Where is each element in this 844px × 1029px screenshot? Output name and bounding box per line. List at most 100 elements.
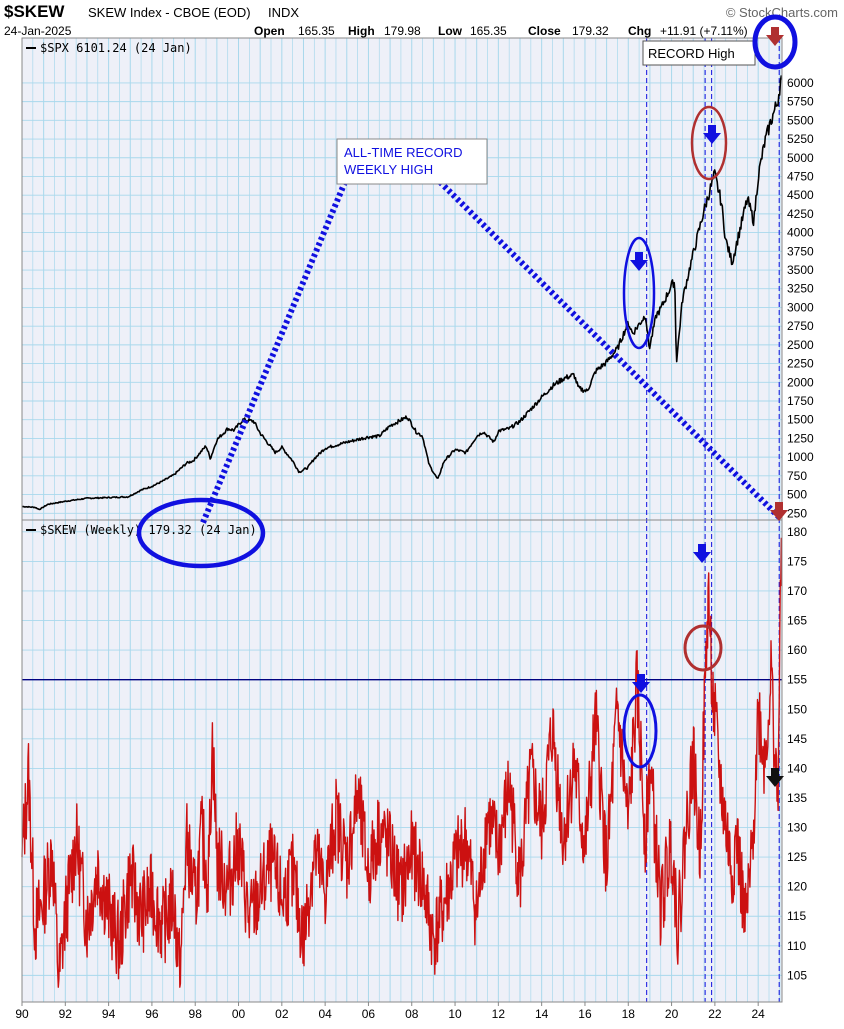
- spx-y-tick-label: 5250: [787, 132, 814, 146]
- skew-y-tick-label: 135: [787, 791, 807, 805]
- spx-y-tick-label: 4750: [787, 169, 814, 183]
- annotation-ellipses: [136, 14, 798, 769]
- skew-y-tick-label: 150: [787, 702, 807, 716]
- annotation-guides: [199, 179, 783, 527]
- x-tick-label: 00: [232, 1007, 246, 1021]
- skew-panel-border: [21, 519, 783, 1003]
- x-tick-label: 90: [15, 1007, 29, 1021]
- spx-y-tick-label: 3000: [787, 300, 814, 314]
- spx-record-ellipse: [752, 14, 798, 70]
- open-value: 165.35: [298, 24, 335, 38]
- close-value: 179.32: [572, 24, 609, 38]
- x-tick-label: 02: [275, 1007, 289, 1021]
- skew-y-tick-label: 115: [787, 909, 806, 923]
- skew-panel-bg: [22, 520, 782, 1002]
- x-tick-label: 14: [535, 1007, 549, 1021]
- skew-2018-ellipse: [622, 693, 658, 769]
- arrow-down-icon: [703, 125, 721, 144]
- arrow-down-icon: [766, 768, 784, 787]
- skew-2021-ellipse: [683, 624, 723, 672]
- skew-line: [21, 537, 783, 988]
- arrow-down-icon: [630, 252, 648, 271]
- spx-y-tick-label: 1750: [787, 394, 814, 408]
- spx-y-tick-label: 2500: [787, 338, 814, 352]
- alltime-record-line1: ALL-TIME RECORD: [344, 145, 462, 160]
- skew-y-tick-label: 180: [787, 525, 807, 539]
- open-label: Open: [254, 24, 285, 38]
- skew-y-tick-label: 175: [787, 554, 807, 568]
- alltime-record-line2: WEEKLY HIGH: [344, 162, 433, 177]
- skew-legend: $SKEW (Weekly) 179.32 (24 Jan): [26, 523, 257, 537]
- x-tick-label: 94: [102, 1007, 116, 1021]
- spx-line: [21, 75, 783, 511]
- spx-y-tick-label: 1000: [787, 450, 814, 464]
- x-tick-label: 04: [318, 1007, 332, 1021]
- skew-legend-label: $SKEW (Weekly) 179.32 (24 Jan): [40, 523, 257, 537]
- spx-y-tick-label: 5750: [787, 95, 814, 109]
- skew-y-tick-label: 110: [787, 939, 806, 953]
- skew-y-tick-label: 130: [787, 821, 807, 835]
- spx-y-tick-label: 250: [787, 506, 807, 520]
- arrow-down-icon: [766, 27, 784, 46]
- watermark: © StockCharts.com: [726, 5, 838, 20]
- x-tick-label: 08: [405, 1007, 419, 1021]
- skew-y-tick-label: 155: [787, 673, 807, 687]
- close-label: Close: [528, 24, 561, 38]
- spx-y-tick-label: 1250: [787, 431, 814, 445]
- spx-panel-bg: [22, 38, 782, 520]
- spx-y-tick-label: 4250: [787, 207, 814, 221]
- x-tick-label: 12: [492, 1007, 506, 1021]
- spx-2018-ellipse: [622, 236, 656, 350]
- record-high-callout: RECORD High: [642, 40, 756, 66]
- spx-y-tick-label: 2000: [787, 375, 814, 389]
- skew-y-tick-label: 160: [787, 643, 807, 657]
- spx-legend-label: $SPX 6101.24 (24 Jan): [40, 41, 192, 55]
- skew-y-tick-label: 140: [787, 761, 807, 775]
- spx-y-tick-label: 4000: [787, 226, 814, 240]
- current-value-ellipse: [136, 497, 266, 569]
- x-tick-label: 96: [145, 1007, 159, 1021]
- date-label: 24-Jan-2025: [4, 24, 72, 38]
- spx-y-tick-label: 3500: [787, 263, 814, 277]
- spx-y-tick-label: 750: [787, 469, 807, 483]
- spx-y-tick-label: 6000: [787, 76, 814, 90]
- axis-labels: 2505007501000125015001750200022502500275…: [15, 76, 814, 1021]
- low-value: 165.35: [470, 24, 507, 38]
- skew-y-tick-label: 125: [787, 850, 807, 864]
- record-high-label: RECORD High: [648, 46, 735, 61]
- spx-y-tick-label: 4500: [787, 188, 814, 202]
- x-tick-label: 92: [59, 1007, 73, 1021]
- x-tick-label: 10: [448, 1007, 462, 1021]
- symbol-description: SKEW Index - CBOE (EOD): [88, 5, 251, 20]
- spx-y-tick-label: 2750: [787, 319, 814, 333]
- x-tick-label: 98: [189, 1007, 203, 1021]
- spx-y-tick-label: 2250: [787, 357, 814, 371]
- high-value: 179.98: [384, 24, 421, 38]
- x-tick-label: 16: [578, 1007, 592, 1021]
- skew-y-tick-label: 105: [787, 968, 807, 982]
- spx-y-tick-label: 3750: [787, 244, 814, 258]
- exchange-label: INDX: [268, 5, 299, 20]
- annotation-arrows: [630, 27, 788, 787]
- spx-y-tick-label: 5500: [787, 113, 814, 127]
- x-tick-label: 22: [708, 1007, 722, 1021]
- spx-y-tick-label: 1500: [787, 413, 814, 427]
- symbol-title: $SKEW: [4, 2, 65, 21]
- skew-y-tick-label: 120: [787, 880, 807, 894]
- skew-y-tick-label: 145: [787, 732, 807, 746]
- chg-label: Chg: [628, 24, 651, 38]
- x-tick-label: 24: [752, 1007, 766, 1021]
- spx-2022-ellipse: [690, 105, 728, 181]
- x-tick-label: 20: [665, 1007, 679, 1021]
- spx-y-tick-label: 5000: [787, 151, 814, 165]
- arrow-down-icon: [770, 502, 788, 521]
- low-label: Low: [438, 24, 463, 38]
- arrow-down-icon: [693, 544, 711, 563]
- high-label: High: [348, 24, 375, 38]
- spx-y-tick-label: 3250: [787, 282, 814, 296]
- arrow-down-icon: [632, 674, 650, 693]
- skew-y-tick-label: 170: [787, 584, 807, 598]
- skew-y-tick-label: 165: [787, 614, 807, 628]
